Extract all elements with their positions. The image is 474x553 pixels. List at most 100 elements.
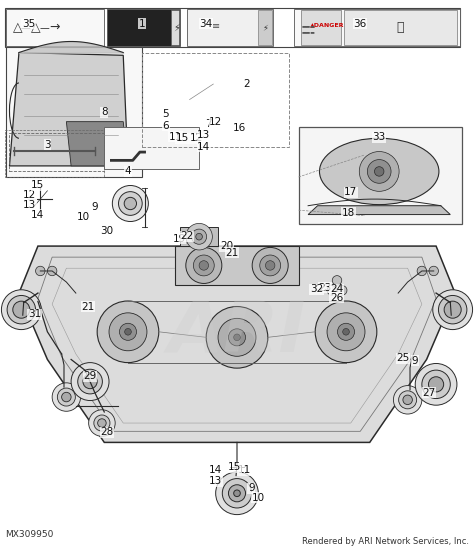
Circle shape bbox=[218, 319, 256, 356]
Bar bbox=[299, 127, 462, 224]
Bar bbox=[294, 9, 460, 46]
Ellipse shape bbox=[319, 138, 439, 205]
Circle shape bbox=[118, 192, 142, 215]
Circle shape bbox=[47, 266, 57, 276]
Text: 10: 10 bbox=[252, 493, 265, 503]
Bar bbox=[301, 11, 341, 45]
Text: 7: 7 bbox=[205, 119, 212, 129]
Text: 28: 28 bbox=[100, 427, 113, 437]
Text: 23: 23 bbox=[318, 283, 331, 293]
Circle shape bbox=[94, 415, 110, 431]
Text: 1: 1 bbox=[139, 19, 146, 29]
Circle shape bbox=[422, 370, 450, 399]
Text: 🏃: 🏃 bbox=[397, 21, 404, 34]
Circle shape bbox=[327, 285, 337, 295]
Circle shape bbox=[1, 290, 41, 330]
Text: 27: 27 bbox=[422, 388, 436, 398]
Bar bbox=[9, 133, 104, 171]
Circle shape bbox=[438, 295, 467, 324]
Text: 16: 16 bbox=[233, 123, 246, 133]
Text: —: — bbox=[39, 23, 49, 33]
Circle shape bbox=[332, 275, 342, 285]
Text: 33: 33 bbox=[373, 132, 386, 142]
Text: 13: 13 bbox=[23, 200, 36, 210]
Polygon shape bbox=[19, 246, 455, 442]
Polygon shape bbox=[66, 122, 128, 166]
Circle shape bbox=[112, 185, 148, 222]
Circle shape bbox=[62, 392, 71, 402]
Bar bbox=[258, 11, 272, 45]
Text: 19: 19 bbox=[173, 234, 186, 244]
Text: 20: 20 bbox=[220, 241, 233, 251]
Text: 12: 12 bbox=[23, 190, 36, 200]
Text: ≡: ≡ bbox=[211, 20, 220, 30]
Text: ▬▬▬
▬▬▬: ▬▬▬ ▬▬▬ bbox=[301, 23, 315, 34]
Text: 8: 8 bbox=[101, 107, 108, 117]
Circle shape bbox=[343, 328, 349, 335]
Text: Rendered by ARI Network Services, Inc.: Rendered by ARI Network Services, Inc. bbox=[302, 538, 469, 546]
Text: 26: 26 bbox=[330, 293, 343, 302]
Circle shape bbox=[252, 247, 288, 284]
Text: 30: 30 bbox=[100, 226, 113, 236]
Circle shape bbox=[393, 385, 422, 414]
Bar bbox=[107, 9, 180, 46]
Circle shape bbox=[206, 306, 268, 368]
Text: 12: 12 bbox=[209, 117, 222, 127]
Circle shape bbox=[119, 324, 137, 340]
Text: 9: 9 bbox=[411, 356, 418, 366]
Circle shape bbox=[260, 255, 281, 276]
Text: ⚡: ⚡ bbox=[262, 23, 268, 32]
Circle shape bbox=[78, 369, 102, 394]
Bar bbox=[344, 11, 457, 45]
Circle shape bbox=[124, 197, 137, 210]
Circle shape bbox=[97, 301, 159, 363]
Text: 24: 24 bbox=[330, 284, 343, 294]
Circle shape bbox=[415, 363, 457, 405]
Text: 5: 5 bbox=[163, 109, 169, 119]
Bar bbox=[104, 127, 199, 169]
Text: 21: 21 bbox=[81, 302, 94, 312]
Circle shape bbox=[337, 324, 355, 340]
Text: 34: 34 bbox=[200, 19, 213, 29]
Circle shape bbox=[337, 285, 347, 295]
Circle shape bbox=[196, 233, 202, 240]
Circle shape bbox=[125, 328, 131, 335]
Text: —: — bbox=[20, 23, 30, 33]
Text: 17: 17 bbox=[344, 187, 357, 197]
Text: 13: 13 bbox=[197, 131, 210, 140]
Text: 9: 9 bbox=[248, 483, 255, 493]
Text: 32: 32 bbox=[310, 284, 323, 294]
Circle shape bbox=[98, 419, 106, 427]
Text: MX309950: MX309950 bbox=[5, 530, 53, 539]
Polygon shape bbox=[308, 206, 450, 215]
Circle shape bbox=[57, 388, 75, 406]
Circle shape bbox=[234, 490, 240, 497]
Text: 14: 14 bbox=[209, 465, 222, 475]
Circle shape bbox=[52, 383, 81, 411]
Circle shape bbox=[83, 374, 97, 389]
Text: 2: 2 bbox=[243, 79, 250, 89]
Circle shape bbox=[36, 266, 45, 276]
Text: 25: 25 bbox=[396, 353, 410, 363]
Text: 15: 15 bbox=[176, 133, 189, 143]
Circle shape bbox=[399, 391, 417, 409]
Bar bbox=[171, 11, 179, 45]
Text: 14: 14 bbox=[197, 142, 210, 152]
Text: 35: 35 bbox=[22, 19, 35, 29]
Circle shape bbox=[7, 295, 36, 324]
Polygon shape bbox=[180, 227, 218, 246]
Circle shape bbox=[193, 255, 214, 276]
Text: 11: 11 bbox=[169, 132, 182, 142]
Circle shape bbox=[327, 313, 365, 351]
Circle shape bbox=[71, 363, 109, 400]
Circle shape bbox=[186, 223, 212, 250]
Text: 36: 36 bbox=[354, 19, 367, 29]
Text: 14: 14 bbox=[31, 210, 45, 220]
Circle shape bbox=[444, 301, 461, 318]
Circle shape bbox=[367, 160, 391, 183]
Text: 15: 15 bbox=[228, 462, 241, 472]
Polygon shape bbox=[175, 246, 299, 285]
Text: 13: 13 bbox=[209, 476, 222, 486]
Text: ARI: ARI bbox=[168, 298, 306, 366]
Text: 6: 6 bbox=[163, 121, 169, 131]
